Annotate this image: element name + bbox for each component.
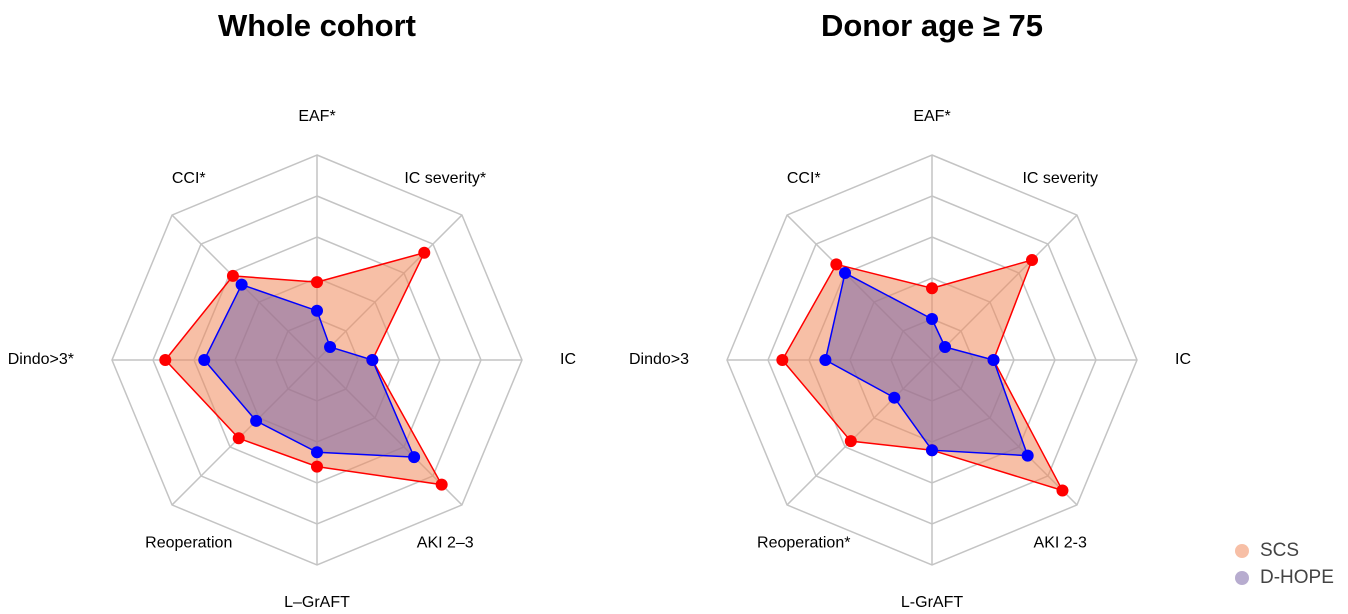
axis-label: EAF* [298, 108, 335, 125]
chart-title: Donor age ≥ 75 [821, 8, 1043, 43]
axis-label: Reoperation [145, 534, 232, 551]
data-point [926, 313, 938, 325]
data-point [311, 276, 323, 289]
axis-label: IC severity* [404, 170, 486, 187]
axis-label: Dindo>3* [8, 351, 74, 368]
data-point [776, 354, 789, 366]
data-point [435, 478, 448, 491]
data-point [987, 354, 1000, 366]
data-point [235, 278, 248, 291]
data-point [408, 451, 421, 464]
legend-label: SCS [1260, 540, 1299, 561]
data-point [226, 269, 239, 282]
axis-label: IC severity [1022, 170, 1098, 187]
legend-marker [1235, 571, 1249, 585]
legend-marker [1235, 544, 1249, 558]
axis-label: L–GrAFT [284, 594, 350, 611]
axis-label: AKI 2–3 [417, 534, 474, 551]
data-point [926, 282, 938, 295]
axis-label: IC [1175, 351, 1191, 368]
data-point [1026, 253, 1039, 266]
data-point [311, 460, 323, 473]
legend-label: D-HOPE [1260, 567, 1334, 588]
axis-label: CCI* [787, 170, 821, 187]
data-point [418, 246, 431, 259]
axis-label: Dindo>3 [629, 351, 689, 368]
axis-label: L-GrAFT [901, 594, 963, 611]
data-point [159, 354, 172, 366]
chart-title: Whole cohort [218, 8, 416, 43]
data-point [311, 446, 323, 459]
axis-label: IC [560, 351, 576, 368]
data-point [198, 354, 211, 366]
data-point [1021, 449, 1034, 462]
data-point [926, 444, 938, 457]
data-point [311, 304, 323, 317]
axis-label: AKI 2-3 [1034, 534, 1087, 551]
axis-label: CCI* [172, 170, 206, 187]
data-point [819, 354, 832, 366]
data-point [939, 340, 952, 353]
data-point [839, 267, 852, 280]
data-point [830, 258, 843, 271]
data-point [888, 391, 901, 404]
data-point [232, 432, 245, 445]
data-point [366, 354, 379, 366]
data-point [844, 435, 857, 448]
axis-label: Reoperation* [757, 534, 850, 551]
axis-label: EAF* [913, 108, 950, 125]
data-point [1056, 484, 1069, 497]
data-point [324, 340, 337, 353]
data-point [250, 414, 263, 427]
